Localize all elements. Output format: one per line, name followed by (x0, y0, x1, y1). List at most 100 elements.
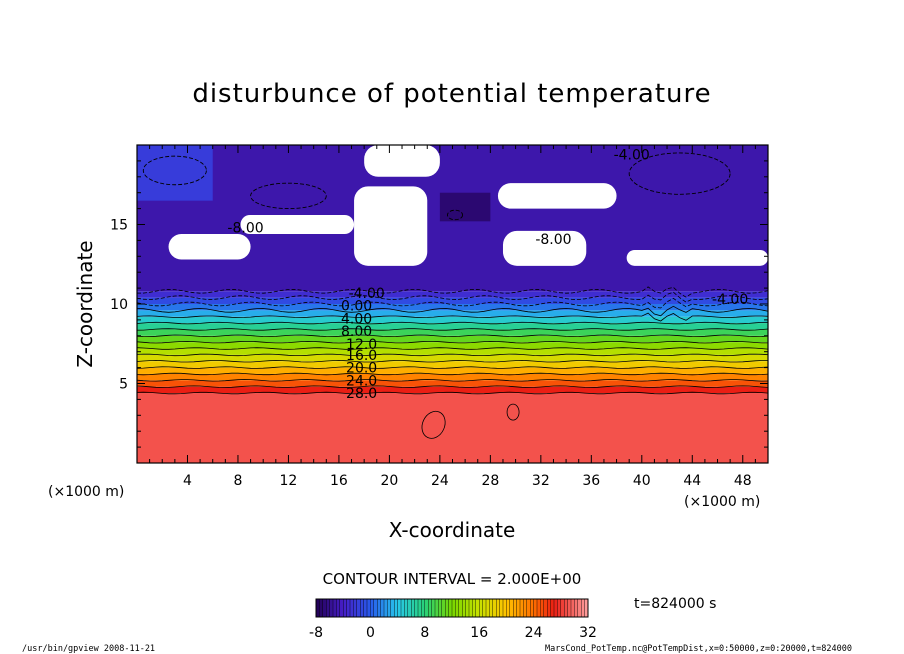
colorbar-segment (468, 598, 473, 618)
plot-area: -8.00-8.00-4.00-4.00 -4.000.004.008.0012.… (137, 145, 768, 463)
contour-label: 12.0 (346, 337, 377, 353)
contour-lines (137, 152, 768, 439)
colorbar-segment (421, 598, 426, 618)
color-band (137, 304, 768, 311)
color-band (137, 348, 768, 355)
contour-label: -4.00 (349, 286, 385, 302)
color-band (137, 342, 768, 349)
x-tick-label: 40 (633, 473, 651, 489)
colorbar-segment (465, 598, 470, 618)
colorbar-segment (400, 598, 405, 618)
colorbar-segment (472, 598, 477, 618)
colorbar-segment (332, 598, 337, 618)
colorbar-segment (489, 598, 494, 618)
colorbar-tick-label: 8 (420, 625, 429, 641)
colorbar-frame (315, 598, 589, 618)
x-tick-label: 8 (233, 473, 242, 489)
colorbar-segment (458, 598, 463, 618)
contour-line (142, 155, 207, 186)
colorbar-segment (411, 598, 416, 618)
color-band (137, 361, 768, 368)
color-band (137, 310, 768, 317)
colorbar-segment (380, 598, 385, 618)
colorbar-segment (564, 598, 569, 618)
colorbar-segment (441, 598, 446, 618)
footer-right: MarsCond_PotTemp.nc@PotTempDist,x=0:5000… (545, 644, 852, 654)
x-unit-label: (×1000 m) (48, 484, 124, 500)
colorbar-segment (462, 598, 467, 618)
colorbar-segment (417, 598, 422, 618)
colorbar-segment (366, 598, 371, 618)
colorbar-segment (394, 598, 399, 618)
colorbar-tick-label: 16 (470, 625, 488, 641)
colorbar-segment (502, 598, 507, 618)
contour-label: 8.00 (341, 324, 372, 340)
contour-label: 0.00 (341, 299, 372, 315)
colorbar-segment (387, 598, 392, 618)
colorbar-segment (516, 598, 521, 618)
x-tick-label: 24 (431, 473, 449, 489)
contour-line (137, 366, 768, 369)
contour-line (250, 182, 327, 210)
contour-line (137, 328, 768, 331)
colorbar-segment (322, 598, 327, 618)
x-tick-label: 44 (683, 473, 701, 489)
colorbar-segment (530, 598, 535, 618)
undefined-regions (168, 145, 768, 266)
x-tick-label: 36 (582, 473, 600, 489)
x-tick-label: 28 (481, 473, 499, 489)
colorbar-segment (451, 598, 456, 618)
colorbar-segment (353, 598, 358, 618)
time-text: t=824000 s (634, 596, 716, 612)
colorbar-segment (581, 598, 586, 618)
colorbar-segment (540, 598, 545, 618)
contour-line (137, 305, 768, 317)
color-band (137, 145, 213, 201)
color-band (137, 329, 768, 336)
colorbar-segment (533, 598, 538, 618)
colorbar-segment (407, 598, 412, 618)
undefined-region (240, 214, 355, 235)
x-tick-label: 12 (280, 473, 298, 489)
y-tick-label: 10 (110, 297, 128, 313)
color-bands (137, 145, 768, 463)
colorbar-segment (373, 598, 378, 618)
x-tick-label: 48 (734, 473, 752, 489)
colorbar-segment (424, 598, 429, 618)
colorbar-segment (438, 598, 443, 618)
colorbar-segment (492, 598, 497, 618)
colorbar (315, 598, 589, 618)
y-axis-label: Z-coordinate (73, 240, 97, 367)
colorbar-segment (383, 598, 388, 618)
contour-label: -8.00 (227, 221, 263, 237)
contour-line (447, 209, 464, 221)
colorbar-segment (315, 598, 320, 618)
colorbar-segment (543, 598, 548, 618)
colorbar-tick-label: 24 (525, 625, 543, 641)
colorbar-segment (414, 598, 419, 618)
contour-line (137, 347, 768, 350)
y-unit-label: (×1000 m) (684, 494, 760, 510)
contour-line (137, 353, 768, 357)
color-band (137, 354, 768, 362)
colorbar-segment (475, 598, 480, 618)
colorbar-segment (343, 598, 348, 618)
undefined-region (497, 183, 617, 209)
colorbar-segment (404, 598, 409, 618)
color-band (137, 380, 768, 387)
contour-label: -4.00 (614, 148, 650, 164)
chart-title: disturbunce of potential temperature (192, 79, 711, 109)
color-band (439, 192, 491, 222)
colorbar-segment (506, 598, 511, 618)
colorbar-segment (550, 598, 555, 618)
color-band (137, 323, 768, 330)
undefined-region (168, 234, 251, 260)
colorbar-segment (336, 598, 341, 618)
contour-line (137, 379, 768, 382)
colorbar-segment (499, 598, 504, 618)
colorbar-segment (448, 598, 453, 618)
contour-line (137, 372, 768, 376)
x-axis-label: X-coordinate (389, 518, 516, 542)
colorbar-segment (577, 598, 582, 618)
